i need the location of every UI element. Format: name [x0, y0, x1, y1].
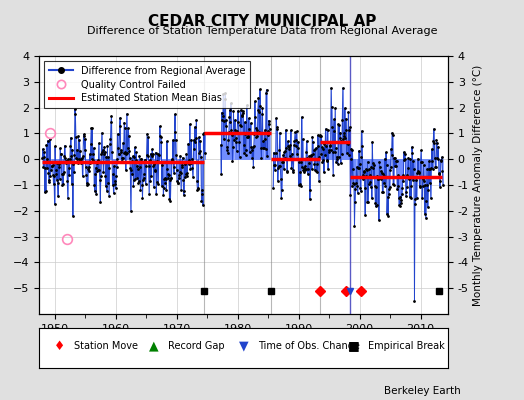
Text: CEDAR CITY MUNICIPAL AP: CEDAR CITY MUNICIPAL AP: [148, 14, 376, 29]
Y-axis label: Monthly Temperature Anomaly Difference (°C): Monthly Temperature Anomaly Difference (…: [473, 64, 483, 306]
Text: Empirical Break: Empirical Break: [368, 341, 445, 351]
Text: Station Move: Station Move: [74, 341, 138, 351]
Text: Record Gap: Record Gap: [168, 341, 225, 351]
Text: ■: ■: [348, 340, 360, 352]
Text: Difference of Station Temperature Data from Regional Average: Difference of Station Temperature Data f…: [87, 26, 437, 36]
Text: ▼: ▼: [239, 340, 248, 352]
Text: Time of Obs. Change: Time of Obs. Change: [258, 341, 360, 351]
Legend: Difference from Regional Average, Quality Control Failed, Estimated Station Mean: Difference from Regional Average, Qualit…: [44, 61, 250, 108]
Text: ▲: ▲: [149, 340, 159, 352]
Text: ♦: ♦: [54, 340, 66, 352]
Text: Berkeley Earth: Berkeley Earth: [385, 386, 461, 396]
